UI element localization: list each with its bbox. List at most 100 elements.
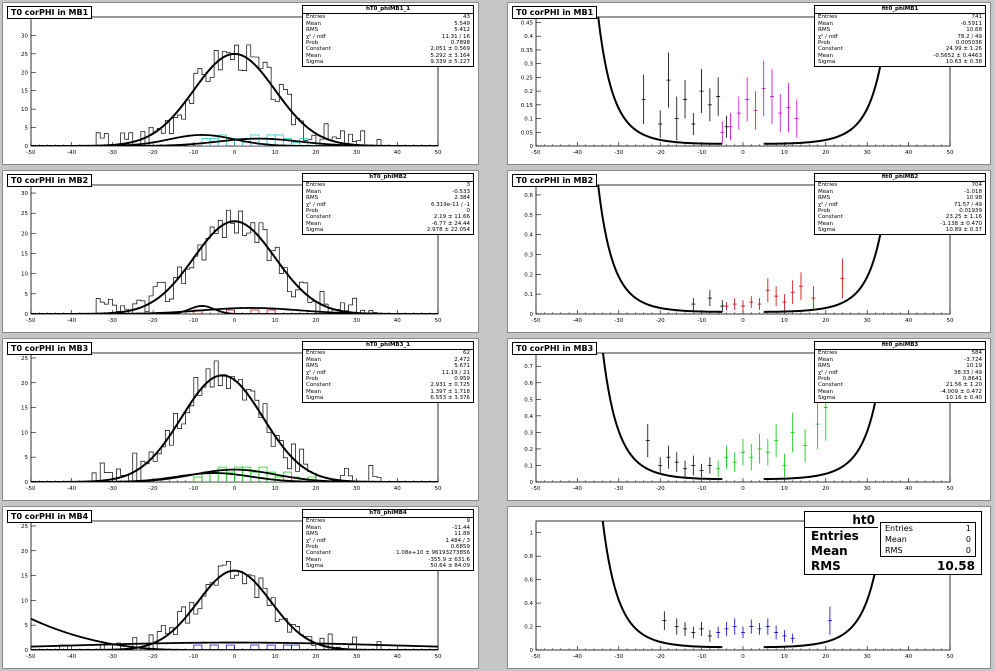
- fit-curve-right: [763, 185, 889, 313]
- x-tick-label: 0: [741, 318, 745, 324]
- y-tick-label: 20: [21, 381, 28, 387]
- ht0-big-label: RMS: [811, 559, 841, 573]
- stats-value: 62: [463, 350, 470, 357]
- stats-value: -6.77 ± 24.44: [431, 220, 470, 227]
- pad-l4: -50 -40 -30 -20 -10 0 10 20 30 40 50 0 5 10 15 20 25 T0 c…: [2, 506, 479, 669]
- stats-label: Prob: [306, 208, 319, 215]
- stats-box: fit0_phiMB1 Entries 741 Mean -0.5911 RMS 10.68…: [814, 5, 986, 67]
- pad-title: T0 corPHI in MB3: [512, 342, 598, 355]
- y-tick-label: 0.2: [524, 625, 533, 631]
- stats-value: 10.98: [966, 195, 982, 202]
- stats-label: Prob: [818, 376, 831, 383]
- stats-label: Sigma: [306, 227, 324, 234]
- y-tick-label: 25: [21, 524, 28, 530]
- stats-label: Constant: [818, 214, 843, 221]
- stats-value: 11.88: [454, 531, 470, 538]
- x-tick-label: 40: [394, 150, 401, 156]
- stats-row: Mean -1.018: [815, 189, 985, 195]
- fit-curve-right: [763, 521, 885, 649]
- x-tick-label: 0: [741, 150, 745, 156]
- plot-l2: -50 -40 -30 -20 -10 0 10 20 30 40 50 0 5 10 15 20 25 30: [21, 184, 442, 324]
- stats-row: Sigma 2.978 ± 22.054: [303, 227, 473, 233]
- x-tick-label: 0: [233, 150, 237, 156]
- stats-label: Mean: [306, 52, 321, 59]
- ht0-big-value: 10.58: [937, 559, 975, 573]
- y-tick-label: 25: [21, 52, 28, 58]
- stats-label: Sigma: [306, 563, 324, 570]
- y-tick-label: 15: [21, 574, 28, 580]
- stats-value: 1: [965, 524, 971, 533]
- stats-value: 2.384: [454, 195, 470, 202]
- stats-row: Entries 741: [815, 14, 985, 20]
- stats-label: χ² / ndf: [306, 33, 326, 40]
- x-tick-label: -20: [656, 318, 665, 324]
- stats-label: Constant: [306, 550, 331, 557]
- stats-value: 3: [466, 182, 471, 189]
- x-tick-label: 30: [864, 318, 871, 324]
- y-tick-label: 0: [25, 480, 29, 486]
- x-tick-label: -20: [149, 150, 158, 156]
- stats-label: Mean: [306, 556, 321, 563]
- plot-l4: -50 -40 -30 -20 -10 0 10 20 30 40 50 0 5 10 15 20 25: [21, 520, 442, 660]
- x-tick-label: -50: [532, 654, 541, 660]
- x-tick-label: -30: [108, 654, 117, 660]
- stats-value: 6.319e-11 / -1: [431, 201, 470, 208]
- y-tick-label: 0.6: [524, 381, 533, 387]
- stats-label: Entries: [306, 350, 326, 357]
- stats-row: Entries 62: [303, 350, 473, 356]
- x-tick-label: -10: [697, 150, 706, 156]
- x-tick-label: 0: [233, 486, 237, 492]
- y-tick-label: 0.2: [524, 272, 533, 278]
- x-tick-label: 20: [822, 150, 829, 156]
- x-tick-label: 40: [905, 318, 912, 324]
- x-tick-label: 20: [312, 654, 319, 660]
- stats-value: 10.16 ± 0.40: [945, 395, 982, 402]
- stats-label: Mean: [306, 20, 321, 27]
- stats-value: 0.8641: [962, 376, 982, 383]
- stats-label: Prob: [818, 208, 831, 215]
- stats-label: Entries: [818, 14, 838, 21]
- histogram-l1: [31, 44, 438, 146]
- stats-value: 2.931 ± 0.725: [430, 382, 470, 389]
- stats-label: Prob: [306, 376, 319, 383]
- colored-bin: [266, 644, 276, 650]
- x-tick-label: 30: [864, 486, 871, 492]
- stats-row: Constant 21.56 ± 1.20: [815, 382, 985, 388]
- stats-value: 11.31 / 16: [441, 33, 470, 40]
- colored-bin: [266, 309, 276, 314]
- y-tick-label: 0.3: [524, 430, 533, 436]
- stats-name: fit0_phiMB1: [815, 6, 985, 15]
- y-tick-label: 0.1: [524, 463, 533, 469]
- stats-value: 10.89 ± 0.37: [945, 227, 982, 234]
- stats-value: 0: [965, 535, 971, 544]
- ht0-big-label: Mean: [811, 544, 848, 558]
- y-tick-label: 0.6: [524, 578, 533, 584]
- y-tick-label: 0: [25, 144, 29, 150]
- y-tick-label: 20: [21, 549, 28, 555]
- y-tick-label: 0: [530, 144, 534, 150]
- x-tick-label: -30: [614, 150, 623, 156]
- stats-value: 21.56 ± 1.20: [945, 382, 982, 389]
- y-tick-label: 10: [21, 107, 28, 113]
- y-tick-label: 0.2: [524, 447, 533, 453]
- x-tick-label: 10: [781, 654, 788, 660]
- stats-label: Constant: [306, 382, 331, 389]
- stats-box: hT0_phiMB2 Entries 3 Mean -0.533 RMS 2.384 χ² /…: [302, 173, 474, 235]
- pad-title: T0 corPHI in MB2: [7, 174, 93, 187]
- stats-label: Constant: [306, 46, 331, 53]
- y-tick-label: 20: [21, 70, 28, 76]
- x-tick-label: -20: [656, 486, 665, 492]
- stats-label: Mean: [818, 356, 833, 363]
- stats-row: Mean -3.724: [815, 357, 985, 363]
- y-tick-label: 0.1: [524, 292, 533, 298]
- stats-label: Entries: [306, 182, 326, 189]
- ht0-small-stats: Entries 1 Mean 0 RMS 0: [880, 522, 976, 557]
- stats-row: Mean -4.009 ± 0.472: [815, 389, 985, 395]
- y-tick-label: 5: [25, 126, 29, 132]
- colored-bin: [250, 309, 260, 314]
- stats-name: hT0_phiMB4: [303, 510, 473, 519]
- stats-value: -0.533: [452, 188, 470, 195]
- x-tick-label: 20: [312, 318, 319, 324]
- fit-curve-right: [763, 17, 889, 145]
- y-tick-label: 0.4: [524, 34, 533, 40]
